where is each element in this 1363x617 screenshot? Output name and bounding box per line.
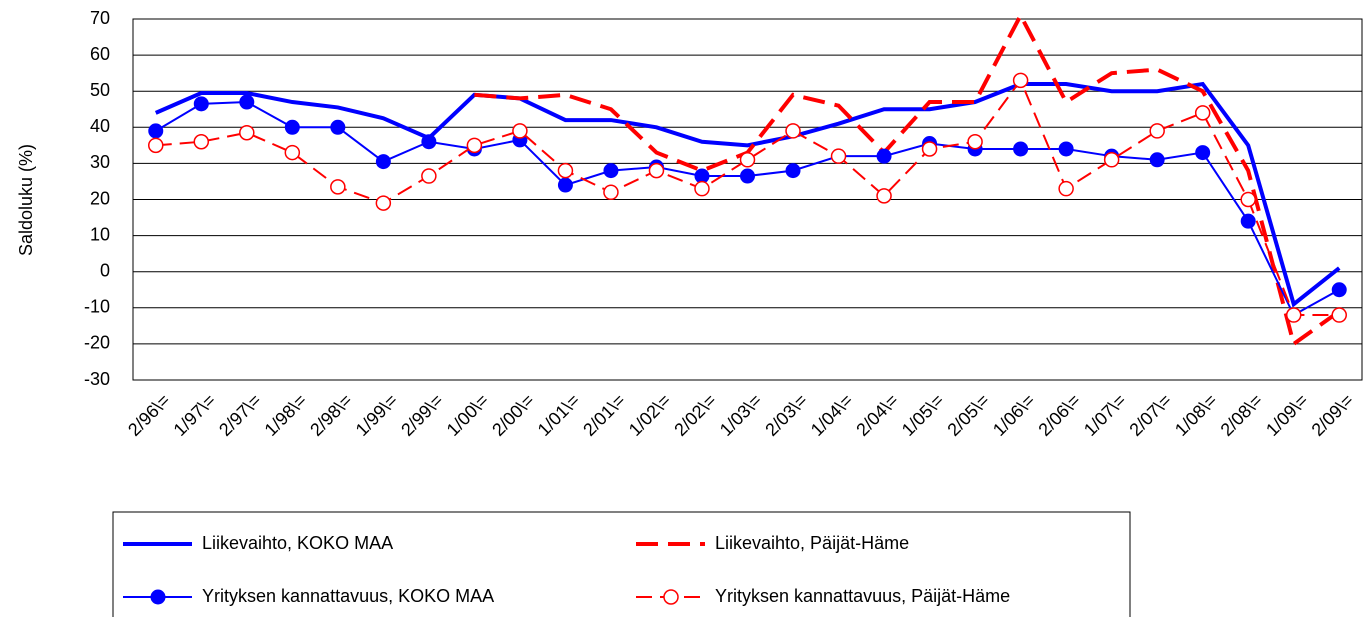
point bbox=[375, 195, 392, 211]
x-tick-label: 2/98\= bbox=[306, 390, 356, 440]
x-tick-label: 1/01\= bbox=[534, 390, 584, 440]
x-tick-label: 2/08\= bbox=[1217, 390, 1267, 440]
point bbox=[1058, 180, 1074, 197]
point bbox=[1013, 141, 1029, 157]
x-tick-label: 2/03\= bbox=[761, 390, 811, 440]
point bbox=[330, 179, 346, 195]
x-tick-label: 2/00\= bbox=[488, 390, 538, 440]
x-tick-label: 1/97\= bbox=[170, 390, 220, 440]
point bbox=[1058, 141, 1074, 157]
y-tick-label: 0 bbox=[100, 260, 110, 280]
x-tick-label: 1/00\= bbox=[443, 390, 493, 440]
y-tick-label: -20 bbox=[84, 333, 110, 353]
point bbox=[193, 96, 209, 112]
x-tick-label: 2/07\= bbox=[1125, 390, 1175, 440]
y-tick-label: 20 bbox=[90, 188, 110, 208]
point bbox=[921, 141, 938, 157]
x-tick-label: 1/08\= bbox=[1171, 390, 1221, 440]
x-tick-label: 2/01\= bbox=[579, 390, 629, 440]
x-tick-label: 1/99\= bbox=[352, 390, 402, 440]
legend-label: Yrityksen kannattavuus, KOKO MAA bbox=[202, 586, 494, 606]
point bbox=[1194, 105, 1211, 121]
point bbox=[603, 163, 619, 179]
y-tick-label: 60 bbox=[90, 44, 110, 64]
point bbox=[557, 162, 574, 179]
x-tick-label: 2/99\= bbox=[397, 390, 447, 440]
y-tick-label: -30 bbox=[84, 369, 110, 389]
legend-marker bbox=[663, 589, 679, 605]
point bbox=[1103, 152, 1120, 168]
point bbox=[148, 137, 164, 154]
x-tick-label: 2/02\= bbox=[670, 390, 720, 440]
point bbox=[421, 168, 437, 184]
x-tick-label: 1/06\= bbox=[989, 390, 1039, 440]
point bbox=[785, 163, 801, 179]
point bbox=[375, 154, 391, 170]
series-line bbox=[474, 11, 1341, 348]
point bbox=[1195, 145, 1211, 161]
point bbox=[284, 144, 301, 161]
series-line bbox=[155, 78, 1340, 317]
point bbox=[1240, 213, 1256, 229]
point bbox=[1240, 191, 1256, 208]
y-tick-label: 40 bbox=[90, 116, 110, 136]
legend-label: Liikevaihto, KOKO MAA bbox=[202, 533, 393, 553]
point bbox=[876, 148, 892, 164]
y-tick-label: 30 bbox=[90, 152, 110, 172]
point bbox=[1331, 307, 1347, 323]
series-line bbox=[154, 81, 1341, 308]
legend-box bbox=[112, 511, 1131, 617]
point bbox=[193, 133, 210, 150]
y-tick-label: 70 bbox=[90, 8, 110, 28]
x-tick-label: 2/97\= bbox=[215, 390, 265, 440]
x-tick-label: 2/04\= bbox=[852, 390, 902, 440]
x-tick-label: 2/09\= bbox=[1308, 390, 1358, 440]
x-tick-label: 1/04\= bbox=[807, 390, 857, 440]
legend-marker bbox=[150, 589, 166, 605]
point bbox=[648, 162, 665, 179]
point bbox=[1012, 72, 1029, 89]
point bbox=[1285, 307, 1302, 323]
point bbox=[557, 177, 573, 193]
x-tick-label: 1/09\= bbox=[1262, 390, 1312, 440]
x-tick-label: 1/07\= bbox=[1080, 390, 1130, 440]
x-tick-label: 2/06\= bbox=[1034, 390, 1084, 440]
x-tick-label: 2/05\= bbox=[943, 390, 993, 440]
point bbox=[239, 124, 255, 141]
point bbox=[421, 134, 437, 150]
point bbox=[603, 184, 619, 201]
point bbox=[830, 148, 847, 164]
x-tick-label: 2/96\= bbox=[124, 390, 174, 440]
point bbox=[1149, 152, 1165, 168]
y-tick-label: 10 bbox=[90, 224, 110, 244]
y-axis-label: Saldoluku (%) bbox=[16, 144, 36, 256]
point bbox=[785, 123, 801, 139]
point bbox=[694, 180, 710, 197]
point bbox=[876, 188, 892, 204]
point bbox=[148, 123, 164, 139]
point bbox=[466, 137, 483, 154]
point bbox=[1149, 123, 1165, 139]
y-tick-label: 50 bbox=[90, 80, 110, 100]
point bbox=[284, 119, 300, 135]
point bbox=[512, 123, 528, 139]
legend-label: Liikevaihto, Päijät-Häme bbox=[715, 533, 909, 553]
point bbox=[740, 168, 755, 184]
legend-label: Yrityksen kannattavuus, Päijät-Häme bbox=[715, 586, 1010, 606]
point bbox=[967, 133, 983, 150]
point bbox=[239, 94, 255, 110]
x-tick-label: 1/05\= bbox=[898, 390, 948, 440]
x-tick-label: 1/98\= bbox=[261, 390, 311, 440]
point bbox=[1331, 282, 1347, 298]
plot-border bbox=[132, 18, 1363, 381]
y-tick-label: -10 bbox=[84, 297, 110, 317]
x-tick-label: 1/02\= bbox=[625, 390, 675, 440]
point bbox=[739, 152, 756, 168]
x-tick-label: 1/03\= bbox=[716, 390, 766, 440]
point bbox=[330, 119, 346, 135]
